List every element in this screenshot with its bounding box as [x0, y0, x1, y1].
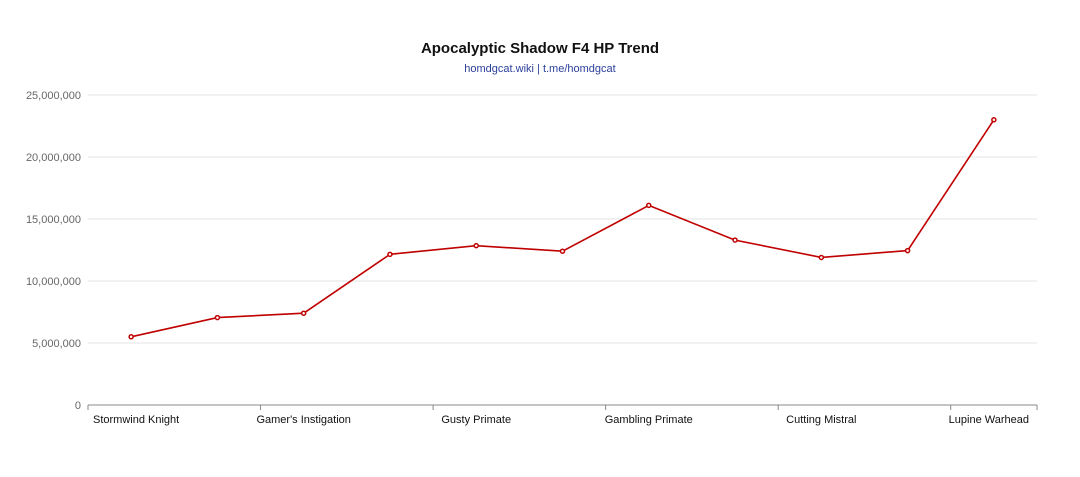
- x-tick-label: Stormwind Knight: [93, 414, 179, 426]
- data-point[interactable]: [559, 248, 566, 254]
- chart-subtitle-link[interactable]: homdgcat.wiki | t.me/homdgcat: [464, 63, 615, 75]
- x-tick-label: Gambling Primate: [605, 414, 693, 426]
- y-tick-label: 0: [75, 400, 81, 412]
- y-tick-label: 5,000,000: [32, 338, 81, 350]
- y-tick-label: 20,000,000: [26, 152, 81, 164]
- data-point[interactable]: [732, 237, 738, 243]
- x-tick-label: Gusty Primate: [441, 414, 511, 426]
- x-tick-label: Cutting Mistral: [786, 414, 856, 426]
- x-tick-label: Lupine Warhead: [949, 414, 1029, 426]
- data-point[interactable]: [646, 202, 652, 209]
- data-point[interactable]: [473, 242, 479, 249]
- data-point[interactable]: [300, 310, 307, 316]
- data-point[interactable]: [904, 247, 911, 254]
- x-axis: Stormwind Knight Gamer's Instigation Gusty…: [87, 404, 1038, 426]
- x-tick-label: Gamer's Instigation: [256, 414, 350, 426]
- data-point[interactable]: [387, 251, 393, 258]
- chart-title: Apocalyptic Shadow F4 HP Trend: [421, 40, 659, 57]
- y-tick-label: 15,000,000: [26, 214, 81, 226]
- data-point[interactable]: [991, 117, 997, 123]
- series-line: [130, 119, 995, 338]
- y-tick-label: 10,000,000: [26, 276, 81, 288]
- data-point[interactable]: [128, 334, 134, 340]
- data-point[interactable]: [214, 314, 221, 321]
- gridlines: [88, 94, 1037, 344]
- y-tick-label: 25,000,000: [26, 90, 81, 102]
- data-point[interactable]: [818, 254, 825, 261]
- plot-area: [128, 117, 997, 340]
- y-axis: 0 5,000,000 10,000,000 15,000,000 20,000,000…: [26, 90, 81, 412]
